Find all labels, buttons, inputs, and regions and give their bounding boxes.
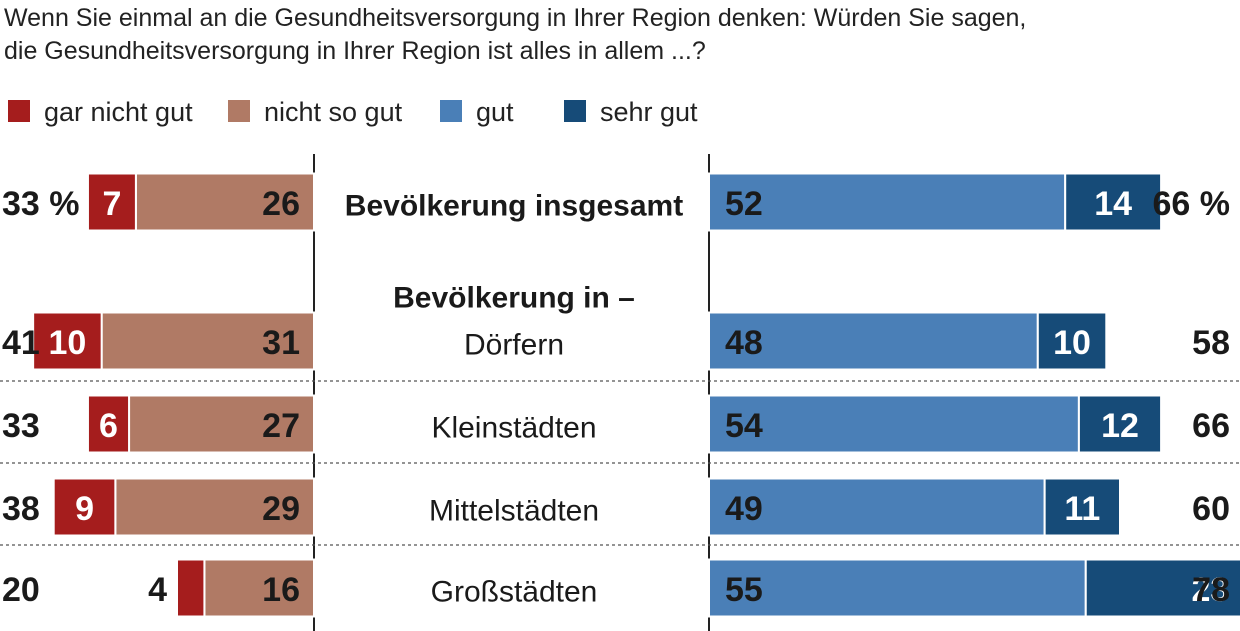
positive-total-label: 58 [1192, 324, 1230, 362]
bar-gar-nicht-gut [32, 311, 103, 371]
negative-total-label: 38 [2, 490, 40, 528]
legend-swatch [8, 100, 30, 122]
value-label-nicht-so-gut: 26 [262, 185, 300, 223]
bar-nicht-so-gut [134, 172, 315, 232]
title-line-2: die Gesundheitsversorgung in Ihrer Regio… [4, 37, 706, 65]
bar-gut [708, 311, 1039, 371]
category-label: Dörfern [464, 329, 564, 362]
value-label-nicht-so-gut: 31 [262, 324, 300, 362]
legend-label: gut [476, 97, 514, 127]
bar-gut [708, 558, 1087, 618]
bar-sehr-gut [1077, 394, 1163, 454]
value-label-gut: 48 [725, 324, 763, 362]
bar-nicht-so-gut [203, 558, 315, 618]
positive-total-label: 60 [1192, 490, 1230, 528]
bar-nicht-so-gut [114, 477, 315, 537]
value-label-gar-nicht-gut: 10 [48, 324, 86, 362]
category-label: Kleinstädten [431, 412, 596, 445]
category-label: Bevölkerung insgesamt [345, 190, 683, 223]
value-label-gut: 55 [725, 571, 763, 609]
chart-title: Wenn Sie einmal an die Gesundheitsversor… [4, 2, 1234, 68]
category-label: Großstädten [431, 576, 598, 609]
value-label-gar-nicht-gut: 4 [148, 571, 167, 609]
value-label-gar-nicht-gut: 7 [102, 185, 121, 223]
category-label: Mittelstädten [429, 495, 599, 528]
group-label: Bevölkerung in – [393, 282, 635, 315]
bar-gar-nicht-gut [52, 477, 117, 537]
bar-gar-nicht-gut [86, 394, 131, 454]
value-label-gut: 49 [725, 490, 763, 528]
positive-total-label: 66 % [1153, 185, 1231, 223]
positive-total-label: 66 [1192, 407, 1230, 445]
bar-sehr-gut [1084, 558, 1240, 618]
value-label-sehr-gut: 12 [1101, 407, 1139, 445]
bar-gar-nicht-gut [86, 172, 137, 232]
bar-gar-nicht-gut [176, 558, 206, 618]
legend-label: nicht so gut [264, 97, 403, 127]
value-label-sehr-gut: 23 [1191, 571, 1229, 609]
value-label-sehr-gut: 14 [1094, 185, 1132, 223]
bar-nicht-so-gut [128, 394, 315, 454]
legend-label: sehr gut [600, 97, 698, 127]
positive-total-label: 78 [1192, 571, 1230, 609]
legend-swatch [564, 100, 586, 122]
value-label-gar-nicht-gut: 6 [99, 407, 118, 445]
legend-swatch [440, 100, 462, 122]
value-label-gut: 54 [725, 407, 763, 445]
value-label-gut: 52 [725, 185, 763, 223]
legend-label: gar nicht gut [44, 97, 193, 127]
bar-gut [708, 394, 1080, 454]
bar-sehr-gut [1043, 477, 1122, 537]
negative-total-label: 20 [2, 571, 40, 609]
title-line-1: Wenn Sie einmal an die Gesundheitsversor… [4, 4, 1027, 32]
bar-sehr-gut [1064, 172, 1163, 232]
legend-swatch [228, 100, 250, 122]
bar-gut [708, 172, 1067, 232]
bar-sehr-gut [1036, 311, 1108, 371]
value-label-sehr-gut: 10 [1053, 324, 1091, 362]
value-label-nicht-so-gut: 29 [262, 490, 300, 528]
value-label-sehr-gut: 11 [1064, 490, 1100, 528]
bar-gut [708, 477, 1046, 537]
negative-total-label: 41 [2, 324, 40, 362]
value-label-nicht-so-gut: 27 [262, 407, 300, 445]
negative-total-label: 33 [2, 407, 40, 445]
value-label-nicht-so-gut: 16 [262, 571, 300, 609]
negative-total-label: 33 % [2, 185, 80, 223]
value-label-gar-nicht-gut: 9 [75, 490, 94, 528]
bar-nicht-so-gut [100, 311, 316, 371]
